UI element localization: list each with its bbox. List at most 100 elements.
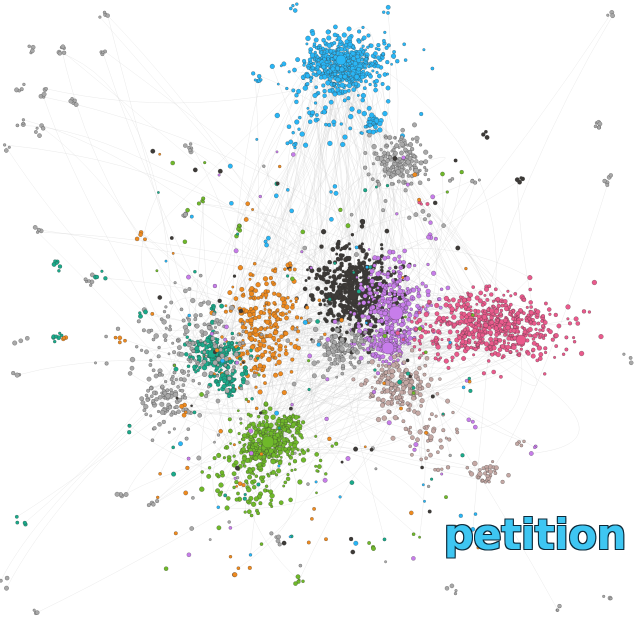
graph-node-dark-gray-cluster: [350, 549, 356, 555]
graph-node-dark-gray-cluster: [316, 267, 322, 273]
graph-node-teal-cluster: [223, 345, 227, 349]
graph-node-cyan-cluster: [305, 81, 310, 86]
graph-node-orange-cluster: [324, 537, 328, 542]
graph-node-cyan-cluster: [298, 115, 302, 120]
graph-node-orange-cluster: [290, 305, 295, 310]
graph-node-violet-cluster: [383, 273, 387, 276]
graph-node-gray-cluster: [199, 329, 205, 334]
graph-node-teal-cluster: [186, 364, 191, 369]
graph-node-gray-cluster: [428, 154, 433, 159]
graph-edge: [218, 247, 345, 359]
graph-node-teal-cluster: [235, 348, 239, 352]
graph-node-gray-cluster: [622, 352, 626, 356]
graph-node-pink-cluster: [478, 290, 484, 296]
graph-node-cyan-cluster: [269, 63, 275, 69]
graph-node-pink-cluster: [499, 308, 504, 313]
graph-node-cyan-cluster: [373, 83, 378, 88]
graph-node-rose-gray-cluster: [465, 465, 470, 470]
graph-node-gray-cluster: [383, 174, 387, 178]
graph-node-dark-gray-cluster: [427, 509, 432, 514]
graph-node-gray-cluster: [202, 322, 207, 327]
graph-node-dark-gray-cluster: [380, 247, 384, 251]
graph-node-pink-cluster: [489, 292, 494, 297]
graph-node-teal-cluster: [235, 341, 239, 345]
graph-node-pink-cluster: [435, 344, 441, 350]
graph-node-pink-cluster: [531, 347, 536, 352]
graph-node-violet-cluster: [391, 269, 396, 274]
graph-node-gray-cluster: [597, 121, 603, 127]
graph-node-gray-cluster: [371, 162, 375, 166]
graph-node-rose-gray-cluster: [407, 428, 411, 432]
graph-node-teal-cluster: [207, 343, 212, 348]
graph-node-teal-cluster: [214, 365, 220, 371]
graph-node-cyan-cluster: [369, 112, 375, 118]
graph-node-gray-cluster: [593, 124, 598, 129]
graph-node-pink-cluster: [461, 356, 466, 361]
graph-node-green-cluster: [274, 473, 279, 477]
graph-node-gray-cluster: [403, 147, 408, 152]
graph-node-violet-cluster: [387, 282, 393, 288]
graph-node-pink-cluster: [541, 324, 545, 328]
graph-node-dark-gray-cluster: [315, 286, 321, 292]
graph-edge: [211, 51, 325, 340]
graph-node-cyan-cluster: [403, 58, 408, 62]
graph-node-pink-cluster: [431, 328, 435, 332]
graph-node-gray-cluster: [237, 341, 242, 346]
graph-node-dark-gray-cluster: [333, 295, 338, 300]
graph-node-pink-cluster: [487, 312, 491, 316]
graph-node-rose-gray-cluster: [383, 364, 388, 368]
graph-node-cyan-cluster: [345, 48, 349, 52]
graph-node-pink-cluster: [480, 326, 483, 329]
graph-node-green-cluster: [271, 452, 277, 458]
graph-node-green-cluster: [216, 452, 222, 458]
graph-node-pink-cluster: [526, 351, 531, 356]
graph-node-gray-cluster: [227, 376, 232, 381]
graph-node-violet-cluster: [398, 265, 402, 269]
graph-node-gray-cluster: [605, 183, 610, 187]
graph-node-gray-cluster: [149, 328, 154, 333]
graph-node-pink-cluster: [573, 316, 579, 322]
graph-node-gray-cluster: [417, 180, 423, 185]
graph-node-cyan-cluster: [362, 63, 367, 68]
graph-node-orange-cluster: [279, 296, 286, 302]
graph-node-rose-gray-cluster: [408, 444, 412, 449]
graph-node-teal-cluster: [217, 370, 221, 374]
graph-node-cyan-cluster: [322, 93, 327, 98]
graph-node-cyan-cluster: [357, 29, 362, 34]
graph-node-orange-cluster: [256, 314, 262, 320]
graph-node-teal-cluster: [219, 303, 224, 309]
graph-node-gray-cluster: [161, 319, 167, 325]
graph-node-rose-gray-cluster: [370, 385, 374, 389]
graph-node-gray-cluster: [94, 361, 97, 365]
graph-node-gray-cluster: [146, 376, 152, 382]
graph-node-green-cluster: [246, 487, 252, 493]
graph-node-gray-cluster: [396, 179, 401, 184]
graph-node-gray-cluster: [423, 172, 428, 177]
graph-node-gray-cluster: [98, 15, 102, 19]
graph-node-green-cluster: [280, 421, 284, 426]
graph-node-pink-cluster: [478, 339, 483, 343]
graph-node-cyan-cluster: [365, 265, 369, 269]
graph-node-rose-gray-cluster: [392, 354, 397, 360]
graph-node-cyan-cluster: [324, 60, 329, 64]
graph-node-gray-cluster: [410, 137, 415, 141]
graph-node-violet-cluster: [384, 315, 390, 321]
graph-node-cyan-cluster: [390, 62, 393, 66]
graph-node-cyan-cluster: [345, 53, 350, 57]
graph-node-violet-cluster: [388, 266, 392, 270]
graph-node-gray-cluster: [339, 333, 343, 337]
graph-node-gray-cluster: [172, 427, 176, 431]
graph-node-violet-cluster: [397, 328, 401, 332]
graph-node-teal-cluster: [212, 374, 217, 379]
graph-node-gray-cluster: [179, 351, 184, 357]
graph-node-dark-gray-cluster: [343, 288, 348, 294]
graph-node-gray-cluster: [27, 44, 31, 48]
graph-node-pink-cluster: [440, 338, 444, 342]
graph-node-green-cluster: [252, 479, 257, 484]
graph-node-gray-cluster: [212, 341, 217, 346]
graph-node-orange-cluster: [271, 335, 276, 341]
graph-node-teal-cluster: [192, 410, 197, 415]
graph-node-rose-gray-cluster: [469, 471, 475, 477]
graph-node-dark-gray-cluster: [333, 278, 337, 282]
graph-node-gray-cluster: [348, 354, 354, 360]
